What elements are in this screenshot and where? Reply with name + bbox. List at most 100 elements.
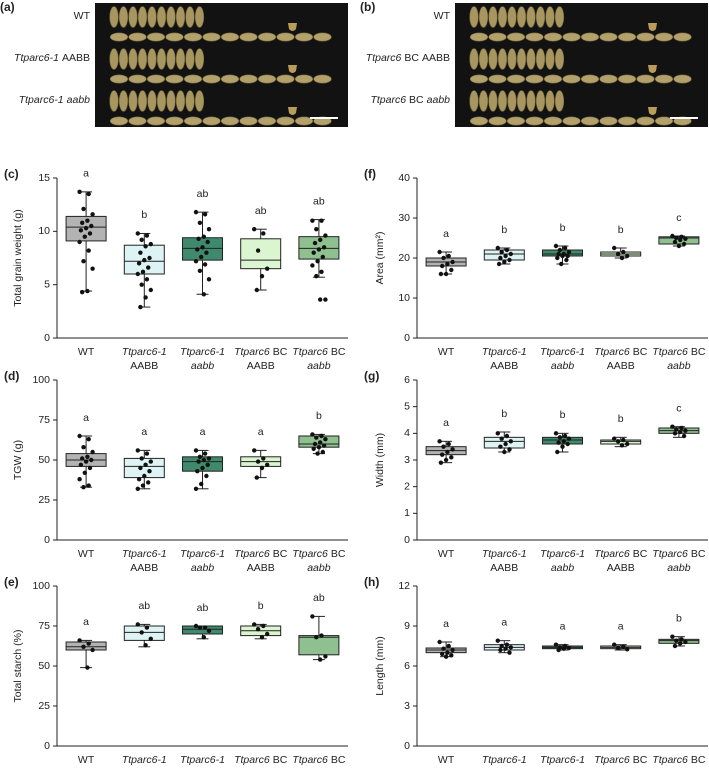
data-point bbox=[143, 643, 148, 648]
grain-section bbox=[288, 23, 297, 31]
grain bbox=[488, 6, 498, 28]
x-tick-label: aabb bbox=[191, 562, 215, 574]
data-point bbox=[259, 273, 265, 279]
data-point bbox=[310, 263, 315, 268]
data-point bbox=[449, 653, 454, 658]
data-point bbox=[319, 433, 324, 439]
grain bbox=[599, 116, 618, 126]
data-point bbox=[678, 641, 683, 646]
label-part: aabb bbox=[67, 94, 91, 106]
data-point bbox=[252, 227, 257, 232]
grain bbox=[185, 90, 195, 112]
grain bbox=[497, 48, 508, 70]
significance-letter: a bbox=[618, 620, 624, 632]
label-part: Ttparc6-1 bbox=[540, 754, 585, 766]
grain bbox=[497, 6, 508, 28]
grain bbox=[488, 74, 507, 84]
x-tick-label: Ttparc6 BC bbox=[292, 548, 346, 560]
data-point bbox=[508, 439, 513, 444]
data-point bbox=[445, 449, 450, 455]
grain bbox=[175, 6, 186, 28]
data-point bbox=[254, 475, 259, 480]
data-point bbox=[138, 304, 143, 310]
data-point bbox=[498, 255, 503, 261]
x-tick-label: aabb bbox=[551, 360, 575, 372]
x-tick-label: Ttparc6-1 bbox=[122, 754, 167, 766]
x-tick-label: AABB bbox=[607, 360, 635, 372]
grain bbox=[636, 116, 655, 126]
data-point bbox=[560, 253, 565, 259]
y-tick-label: 6 bbox=[404, 374, 410, 386]
data-point bbox=[553, 642, 559, 647]
data-point bbox=[612, 436, 617, 441]
grain-section bbox=[288, 65, 297, 73]
data-point bbox=[86, 641, 91, 646]
grain bbox=[535, 90, 546, 112]
data-point bbox=[255, 248, 261, 253]
data-point bbox=[80, 456, 85, 461]
data-point bbox=[148, 287, 153, 293]
grain bbox=[109, 32, 129, 42]
data-point bbox=[147, 469, 152, 474]
data-point bbox=[450, 647, 455, 653]
x-tick-label: AABB bbox=[247, 360, 275, 372]
grain bbox=[507, 6, 517, 28]
significance-letter: c bbox=[676, 402, 681, 414]
data-point bbox=[553, 243, 559, 249]
grain bbox=[294, 32, 314, 42]
grain-photo bbox=[95, 3, 348, 127]
label-part: WT bbox=[438, 754, 455, 766]
data-point bbox=[498, 647, 503, 653]
label-part: AABB bbox=[62, 52, 90, 64]
x-tick-label: Ttparc6-1 bbox=[540, 754, 585, 766]
grain bbox=[109, 48, 119, 70]
data-point bbox=[561, 439, 566, 444]
grain bbox=[202, 32, 221, 42]
y-tick-label: 15 bbox=[38, 172, 50, 184]
data-point bbox=[318, 440, 323, 445]
row-label: WT bbox=[434, 10, 451, 22]
data-point bbox=[676, 243, 682, 249]
grain bbox=[554, 6, 565, 28]
data-point bbox=[437, 439, 442, 444]
x-tick-label: aabb bbox=[667, 562, 691, 574]
x-tick-label: Ttparc6-1 bbox=[180, 346, 225, 358]
significance-letter: b bbox=[560, 222, 566, 234]
label-part: Ttparc6 bbox=[234, 346, 270, 358]
x-tick-label: aabb bbox=[307, 360, 331, 372]
grain bbox=[128, 90, 138, 112]
data-point bbox=[90, 647, 95, 653]
data-point bbox=[81, 644, 86, 649]
data-point bbox=[679, 425, 684, 431]
data-point bbox=[679, 637, 684, 642]
data-point bbox=[314, 635, 319, 640]
grain bbox=[526, 48, 536, 70]
grain bbox=[313, 32, 332, 42]
grain bbox=[507, 48, 517, 70]
y-tick-label: 10 bbox=[38, 225, 50, 237]
data-point bbox=[195, 247, 200, 252]
data-point bbox=[672, 239, 678, 245]
grain bbox=[109, 74, 129, 84]
x-tick-label: Ttparc6-1 bbox=[122, 548, 167, 560]
label-part: BC bbox=[691, 346, 706, 358]
grain bbox=[545, 6, 555, 28]
label-part: Ttparc6 bbox=[652, 548, 688, 560]
data-point bbox=[310, 432, 315, 437]
y-axis-label: Width (mm) bbox=[374, 433, 386, 487]
grain bbox=[562, 32, 581, 42]
grain bbox=[146, 116, 166, 126]
grain bbox=[617, 32, 637, 42]
data-point bbox=[265, 462, 270, 467]
significance-letter: a bbox=[443, 618, 449, 630]
grain bbox=[166, 90, 176, 112]
grain bbox=[175, 48, 186, 70]
significance-letter: a bbox=[141, 426, 147, 438]
grain bbox=[109, 90, 119, 112]
data-point bbox=[499, 249, 504, 255]
data-point bbox=[323, 233, 328, 238]
grain bbox=[525, 74, 544, 84]
grain bbox=[146, 74, 166, 84]
grain bbox=[257, 116, 277, 126]
data-point bbox=[205, 462, 210, 467]
